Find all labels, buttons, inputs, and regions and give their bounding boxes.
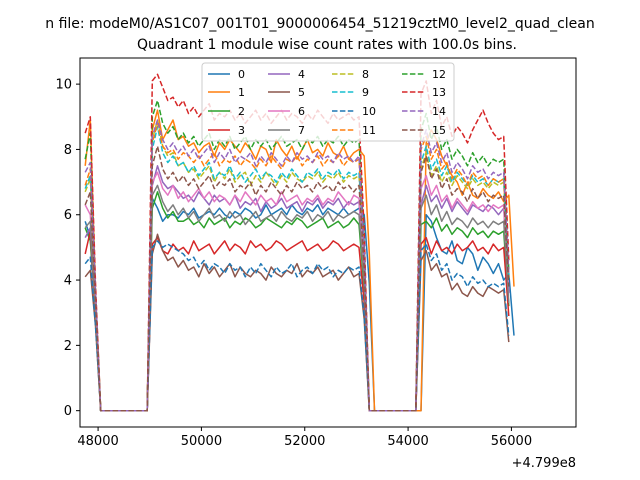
legend-label-3: 3 — [238, 124, 245, 137]
legend-label-12: 12 — [432, 68, 446, 81]
y-tick-label: 2 — [64, 339, 72, 354]
x-tick-label: 56000 — [491, 434, 532, 449]
y-tick-label: 8 — [64, 143, 72, 158]
legend-label-7: 7 — [298, 124, 305, 137]
legend-label-4: 4 — [298, 68, 305, 81]
plot-frame — [79, 57, 577, 428]
legend-label-2: 2 — [238, 105, 245, 118]
legend-label-13: 13 — [432, 86, 446, 99]
series-line-5 — [84, 233, 510, 412]
series-line-1 — [84, 109, 515, 412]
series-line-8 — [84, 119, 510, 412]
x-tick-label: 48000 — [77, 434, 118, 449]
legend-frame — [201, 62, 455, 142]
x-tick-label: 52000 — [284, 434, 325, 449]
series-line-2 — [84, 191, 510, 412]
series-line-0 — [84, 197, 515, 412]
y-axis: 0 2 4 6 8 10 — [55, 78, 80, 419]
legend-label-10: 10 — [362, 105, 376, 118]
series-line-7 — [84, 184, 510, 412]
legend-label-11: 11 — [362, 124, 376, 137]
legend-label-9: 9 — [362, 86, 369, 99]
legend-label-6: 6 — [298, 105, 305, 118]
legend-label-0: 0 — [238, 68, 245, 81]
y-tick-label: 4 — [64, 274, 72, 289]
y-tick-label: 10 — [55, 78, 72, 93]
series-line-15 — [84, 145, 510, 412]
figure-suptitle: n file: modeM0/AS1C07_001T01_9000006454_… — [45, 16, 594, 32]
series-line-9 — [84, 125, 510, 412]
x-tick-label: 50000 — [181, 434, 222, 449]
y-tick-label: 0 — [64, 404, 72, 419]
legend-label-15: 15 — [432, 124, 446, 137]
series-line-10 — [84, 240, 510, 412]
series-line-14 — [84, 119, 510, 412]
series-line-4 — [84, 165, 510, 412]
series-line-11 — [84, 122, 510, 412]
y-tick-label: 6 — [64, 208, 72, 223]
chart-title: Quadrant 1 module wise count rates with … — [137, 37, 517, 53]
x-offset-label: +4.799e8 — [512, 456, 576, 471]
legend-label-5: 5 — [298, 86, 305, 99]
series-line-6 — [84, 171, 510, 412]
legend-label-1: 1 — [238, 86, 245, 99]
x-tick-label: 54000 — [387, 434, 428, 449]
legend-label-14: 14 — [432, 105, 446, 118]
x-axis: 48000 50000 52000 54000 56000 — [77, 427, 532, 449]
legend-label-8: 8 — [362, 68, 369, 81]
